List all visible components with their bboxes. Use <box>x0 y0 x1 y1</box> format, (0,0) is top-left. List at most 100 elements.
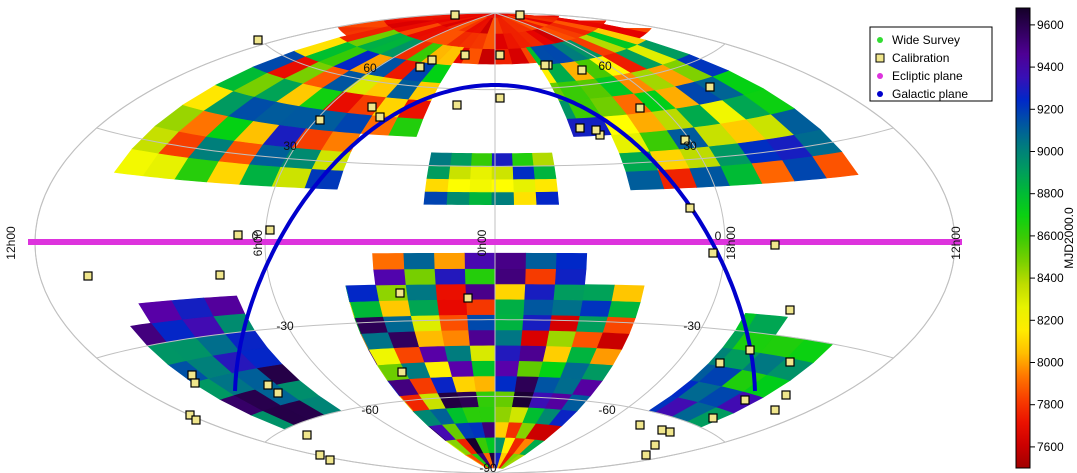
colorbar-bar <box>1015 7 1031 469</box>
longitude-label: 12h00 <box>4 226 18 260</box>
survey-patch <box>468 178 492 193</box>
survey-patch <box>550 299 583 317</box>
survey-patch <box>522 298 554 316</box>
latitude-label: 0 <box>252 229 259 243</box>
calibration-field <box>302 430 312 440</box>
survey-patch <box>407 299 440 317</box>
survey-patch <box>534 178 558 192</box>
survey-patch <box>494 390 515 408</box>
survey-patch <box>579 299 612 317</box>
survey-patch <box>138 300 183 324</box>
calibration-field <box>685 203 695 213</box>
legend-label-wide-survey: Wide Survey <box>892 33 960 47</box>
latitude-label: -30 <box>683 319 701 333</box>
calibration-field <box>635 420 645 430</box>
survey-patch <box>423 191 448 205</box>
survey-patch <box>494 406 513 423</box>
calibration-field <box>705 82 715 92</box>
survey-patch <box>436 298 468 316</box>
calibration-field <box>650 440 660 450</box>
calibration-field <box>367 102 377 112</box>
latitude-label: -30 <box>276 319 294 333</box>
calibration-field <box>577 65 587 75</box>
survey-patch <box>602 316 636 334</box>
survey-patch <box>349 300 383 319</box>
survey-patch <box>405 283 438 301</box>
calibration-field <box>375 112 385 122</box>
survey-patch <box>542 345 572 363</box>
survey-patch <box>554 268 587 285</box>
calibration-field <box>495 50 505 60</box>
survey-patch <box>410 314 442 332</box>
calibration-field <box>740 395 750 405</box>
calibration-field <box>253 35 263 45</box>
survey-patch <box>372 253 405 270</box>
survey-patch <box>525 252 557 270</box>
survey-patch <box>345 285 350 302</box>
survey-patch <box>339 25 394 43</box>
colorbar-tick-label: 8000 <box>1037 355 1064 369</box>
calibration-field <box>665 427 675 437</box>
survey-patch <box>532 165 557 180</box>
latitude-label: -60 <box>361 403 379 417</box>
survey-patch <box>466 314 496 331</box>
longitude-label: 0h00 <box>475 229 489 256</box>
colorbar-ticks: 9600 9400 9200 9000 8800 8600 8400 8200 8000 7800… <box>1030 18 1064 454</box>
survey-patch <box>443 345 472 362</box>
calibration-field <box>575 123 585 133</box>
colorbar-tick-label: 7800 <box>1037 398 1064 412</box>
survey-patch <box>475 390 496 408</box>
calibration-field <box>315 115 325 125</box>
calibration-field <box>265 225 275 235</box>
survey-patch <box>360 331 394 350</box>
longitude-label: 6h00 <box>251 229 265 256</box>
colorbar-tick-label: 9600 <box>1037 18 1064 32</box>
legend-label-calibration: Calibration <box>892 51 949 65</box>
survey-patch <box>447 360 474 377</box>
survey-patch <box>434 283 467 300</box>
survey-patch <box>535 191 560 205</box>
colorbar-tick-label: 8400 <box>1037 271 1064 285</box>
survey-patch <box>545 330 577 348</box>
colorbar-tick-label: 8200 <box>1037 313 1064 327</box>
survey-patch <box>402 253 435 270</box>
survey-patch <box>494 298 525 316</box>
survey-patch <box>448 165 472 180</box>
calibration-field <box>233 230 243 240</box>
survey-patches-layer <box>113 13 859 469</box>
calibration-field <box>591 125 601 135</box>
survey-patch <box>548 314 580 332</box>
calibration-field <box>460 50 470 60</box>
calibration-field <box>452 100 462 110</box>
survey-patch <box>494 314 524 331</box>
survey-patch <box>469 165 492 180</box>
survey-patch <box>373 268 406 286</box>
colorbar-tick-label: 7600 <box>1037 440 1064 454</box>
calibration-field <box>635 103 645 113</box>
calibration-field <box>745 345 755 355</box>
survey-patch <box>468 191 492 205</box>
survey-patch <box>575 315 608 333</box>
survey-patch <box>449 152 472 167</box>
survey-patch <box>470 153 493 167</box>
survey-patch <box>470 360 496 377</box>
calibration-field <box>540 60 550 70</box>
survey-patch <box>552 283 585 301</box>
survey-patch <box>494 375 518 392</box>
calibration-field <box>415 62 425 72</box>
calibration-field <box>187 370 197 380</box>
survey-patch <box>433 252 465 270</box>
calibration-field <box>427 55 437 65</box>
calibration-field <box>273 388 283 398</box>
latitude-label: 0 <box>715 229 722 243</box>
latitude-label: -60 <box>598 403 616 417</box>
survey-patch <box>445 191 470 205</box>
calibration-field <box>715 358 725 368</box>
calibration-field <box>785 305 795 315</box>
calibration-field <box>680 135 690 145</box>
calibration-field <box>770 240 780 250</box>
calibration-field <box>83 271 93 281</box>
survey-patch <box>413 330 445 348</box>
latitude-label: 60 <box>598 59 612 73</box>
